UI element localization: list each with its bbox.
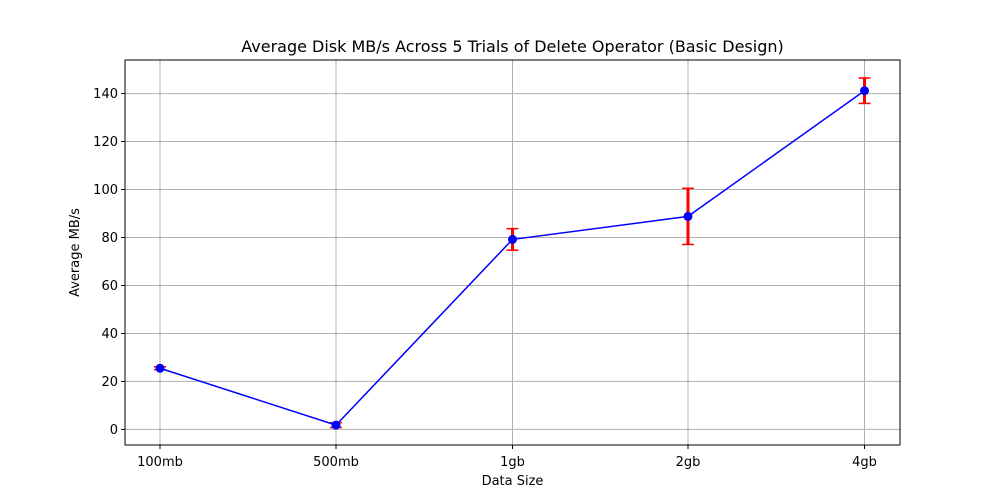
series-layer: [154, 77, 871, 430]
x-axis: 100mb 500mb 1gb 2gb 4gb: [137, 445, 877, 470]
x-tick-label: 100mb: [137, 455, 183, 470]
chart-title: Average Disk MB/s Across 5 Trials of Del…: [241, 37, 784, 56]
y-tick-label: 20: [101, 375, 118, 390]
y-tick-label: 100: [93, 183, 118, 198]
x-tick-label: 1gb: [500, 455, 525, 470]
y-axis: 0 20 40 60 80 100 120 140: [93, 87, 125, 438]
y-tick-label: 0: [110, 423, 118, 438]
data-point: [683, 211, 693, 221]
y-tick-label: 80: [101, 231, 118, 246]
y-tick-label: 120: [93, 135, 118, 150]
y-axis-title: Average MB/s: [68, 208, 83, 297]
x-tick-label: 2gb: [676, 455, 701, 470]
x-tick-label: 500mb: [313, 455, 359, 470]
x-axis-title: Data Size: [482, 474, 544, 489]
y-tick-label: 40: [101, 327, 118, 342]
data-point: [860, 86, 869, 96]
data-point: [331, 420, 341, 430]
data-point: [508, 234, 517, 244]
grid: [125, 60, 900, 445]
y-tick-label: 60: [101, 279, 118, 294]
data-point: [155, 363, 165, 373]
y-tick-label: 140: [93, 87, 118, 102]
x-tick-label: 4gb: [852, 455, 877, 470]
